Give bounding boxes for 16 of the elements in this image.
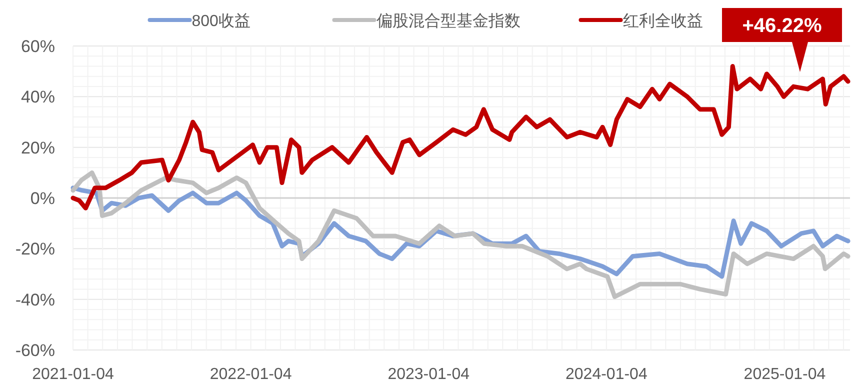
y-tick-label: -20% [15, 240, 55, 259]
y-tick-label: 60% [20, 37, 55, 56]
x-tick-label: 2022-01-04 [210, 366, 292, 383]
y-tick-label: 0% [30, 189, 55, 208]
y-tick-label: 20% [20, 138, 55, 158]
y-tick-label: 40% [20, 88, 55, 107]
x-tick-label: 2021-01-04 [32, 366, 114, 383]
x-tick-label: 2024-01-04 [566, 366, 648, 383]
legend-label: 800收益 [192, 12, 250, 30]
legend-label: 偏股混合型基金指数 [376, 12, 520, 30]
x-tick-label: 2023-01-04 [388, 366, 470, 383]
y-tick-label: -60% [15, 341, 55, 360]
y-tick-label: -40% [15, 290, 55, 310]
legend-label: 红利全收益 [622, 12, 703, 30]
text: +46.22% [742, 15, 822, 37]
x-tick-label: 2025-01-04 [744, 366, 826, 383]
